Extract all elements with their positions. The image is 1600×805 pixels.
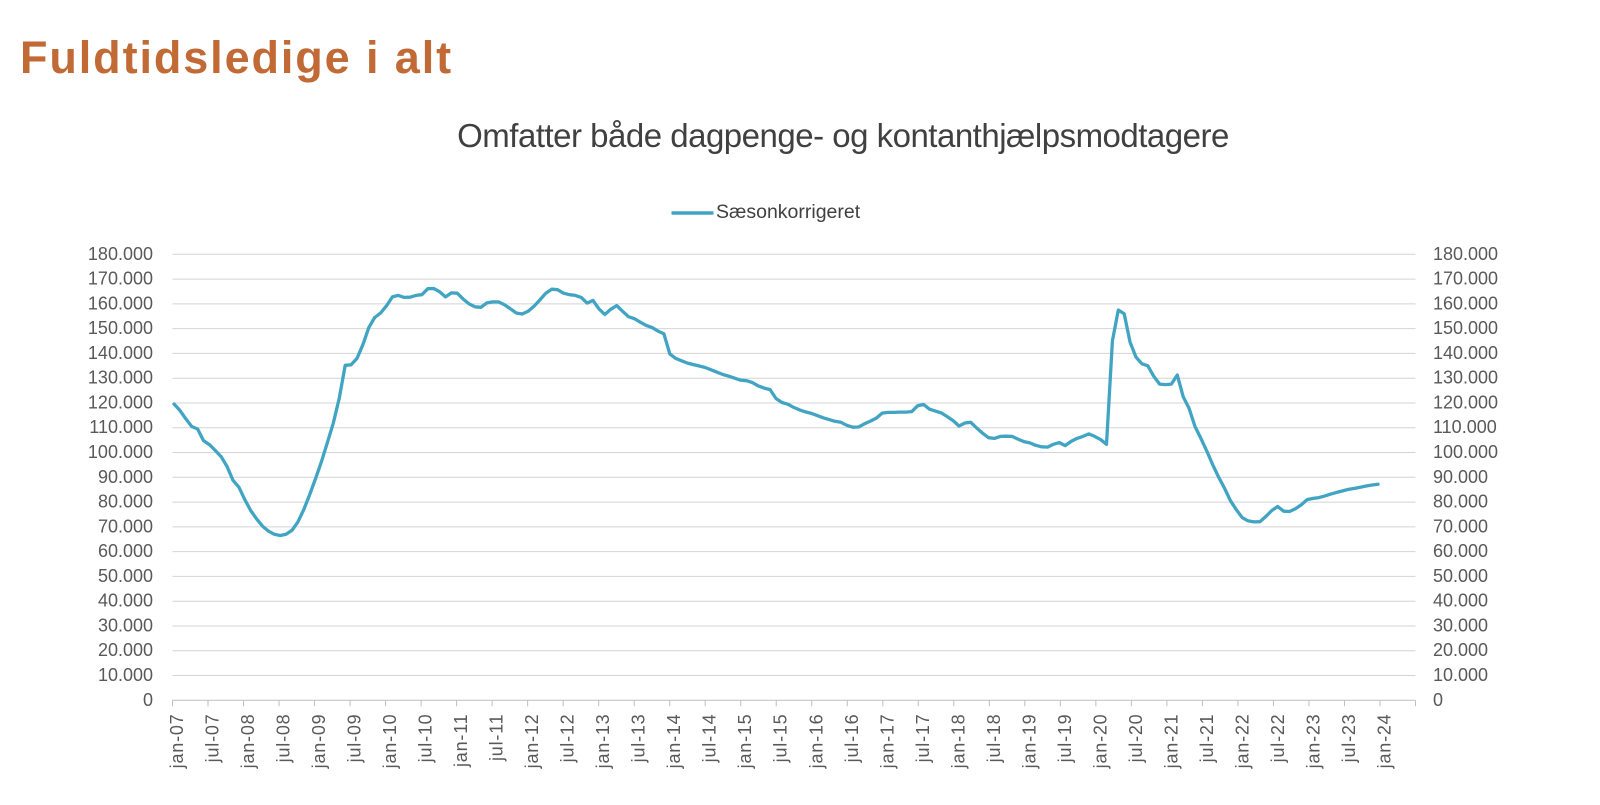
svg-text:30.000: 30.000 [98,616,153,636]
svg-text:10.000: 10.000 [98,665,153,685]
svg-text:40.000: 40.000 [98,591,153,611]
svg-text:110.000: 110.000 [1433,417,1497,437]
svg-text:150.000: 150.000 [1433,318,1498,338]
svg-text:jan-09: jan-09 [309,714,329,770]
svg-text:jul-23: jul-23 [1339,714,1359,764]
svg-text:70.000: 70.000 [1433,516,1488,536]
svg-text:170.000: 170.000 [88,269,153,289]
svg-text:70.000: 70.000 [98,516,153,536]
svg-text:jan-14: jan-14 [664,714,684,770]
svg-text:110.000: 110.000 [89,417,153,437]
svg-text:140.000: 140.000 [88,343,153,363]
svg-text:jul-19: jul-19 [1055,714,1075,764]
svg-text:jul-07: jul-07 [203,714,223,764]
svg-text:jan-08: jan-08 [238,714,258,770]
svg-text:jan-12: jan-12 [522,714,542,770]
svg-text:jul-20: jul-20 [1126,714,1146,764]
svg-text:jan-17: jan-17 [877,714,897,770]
svg-text:170.000: 170.000 [1433,269,1498,289]
svg-text:jan-23: jan-23 [1303,714,1323,770]
svg-text:jan-07: jan-07 [167,714,187,770]
svg-text:jul-22: jul-22 [1268,714,1288,764]
svg-text:100.000: 100.000 [1433,442,1498,462]
svg-text:120.000: 120.000 [1433,393,1498,413]
svg-text:160.000: 160.000 [1433,293,1498,313]
svg-text:0: 0 [143,690,153,710]
svg-text:jul-21: jul-21 [1197,714,1217,764]
svg-text:jul-14: jul-14 [700,714,720,764]
svg-text:jul-17: jul-17 [913,714,933,764]
svg-text:jan-16: jan-16 [806,714,826,770]
svg-text:90.000: 90.000 [1433,467,1488,487]
svg-text:jul-12: jul-12 [558,714,578,764]
svg-text:jul-15: jul-15 [771,714,791,764]
svg-text:Sæsonkorrigeret: Sæsonkorrigeret [716,201,861,223]
svg-text:jul-13: jul-13 [629,714,649,764]
svg-text:160.000: 160.000 [88,293,153,313]
svg-text:50.000: 50.000 [1433,566,1488,586]
svg-text:jan-20: jan-20 [1090,714,1110,770]
svg-text:90.000: 90.000 [98,467,153,487]
svg-text:jan-10: jan-10 [380,714,400,770]
svg-text:jul-10: jul-10 [416,714,436,764]
svg-text:jan-11: jan-11 [451,714,471,769]
svg-text:jan-15: jan-15 [735,714,755,770]
svg-text:jan-13: jan-13 [593,714,613,770]
svg-text:30.000: 30.000 [1433,616,1488,636]
svg-text:130.000: 130.000 [1433,368,1498,388]
svg-text:jan-21: jan-21 [1161,714,1181,770]
svg-text:50.000: 50.000 [98,566,153,586]
svg-text:100.000: 100.000 [88,442,153,462]
svg-text:0: 0 [1433,690,1443,710]
svg-text:jul-11: jul-11 [487,714,507,763]
svg-text:jul-09: jul-09 [345,714,365,764]
svg-text:jan-22: jan-22 [1232,714,1252,770]
svg-text:Omfatter både dagpenge- og kon: Omfatter både dagpenge- og kontanthjælps… [457,117,1229,154]
svg-text:180.000: 180.000 [1433,244,1498,264]
svg-text:jan-24: jan-24 [1374,714,1394,770]
svg-text:130.000: 130.000 [88,368,153,388]
svg-text:jan-18: jan-18 [948,714,968,770]
svg-text:80.000: 80.000 [1433,492,1488,512]
svg-text:140.000: 140.000 [1433,343,1498,363]
svg-text:20.000: 20.000 [1433,640,1488,660]
svg-text:180.000: 180.000 [88,244,153,264]
svg-text:jul-08: jul-08 [274,714,294,764]
svg-text:jul-16: jul-16 [842,714,862,764]
svg-text:40.000: 40.000 [1433,591,1488,611]
svg-text:10.000: 10.000 [1433,665,1488,685]
svg-text:60.000: 60.000 [98,541,153,561]
svg-text:120.000: 120.000 [88,393,153,413]
svg-text:150.000: 150.000 [88,318,153,338]
svg-text:jul-18: jul-18 [984,714,1004,764]
svg-text:Fuldtidsledige i alt: Fuldtidsledige i alt [20,32,453,83]
svg-text:60.000: 60.000 [1433,541,1488,561]
svg-text:80.000: 80.000 [98,492,153,512]
svg-text:20.000: 20.000 [98,640,153,660]
svg-text:jan-19: jan-19 [1019,714,1039,770]
